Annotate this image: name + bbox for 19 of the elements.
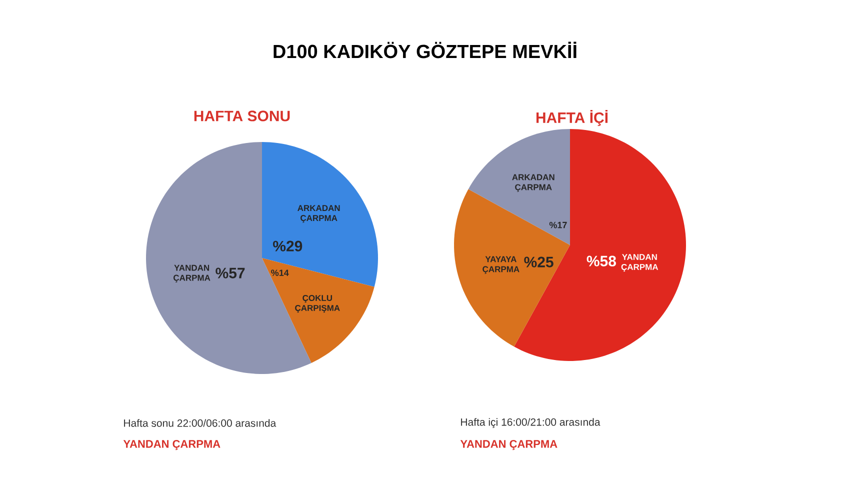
data-label: %17 (549, 222, 567, 228)
text: YANDAN ÇARPMA (460, 440, 558, 450)
text: D100 KADIKÖY GÖZTEPE MEVKİİ (274, 42, 576, 58)
slice-label: YANDAN ÇARPMA (621, 254, 658, 272)
data-label: %25 (524, 256, 554, 268)
data-label: %58 (586, 256, 616, 266)
data-label: %57 (216, 268, 245, 278)
slice-label: YAYAYA ÇARPMA (482, 256, 520, 274)
text: Hafta içi 16:00/21:00 arasında (461, 418, 600, 428)
slice-label: ARKADAN ÇARPMA (298, 205, 340, 223)
slice-label: ÇOKLU ÇARPIŞMA (295, 295, 340, 313)
data-label: %14 (271, 270, 289, 276)
slice-label: YANDAN ÇARPMA (174, 264, 210, 282)
text: Hafta sonu 22:00/06:00 arasında (124, 419, 276, 427)
text: YANDAN ÇARPMA (123, 440, 220, 450)
chart-title: HAFTA İÇİ (536, 110, 608, 126)
data-label: %29 (273, 240, 302, 252)
slice-label: ARKADAN ÇARPMA (512, 174, 554, 192)
chart-title: HAFTA SONU (194, 110, 290, 122)
